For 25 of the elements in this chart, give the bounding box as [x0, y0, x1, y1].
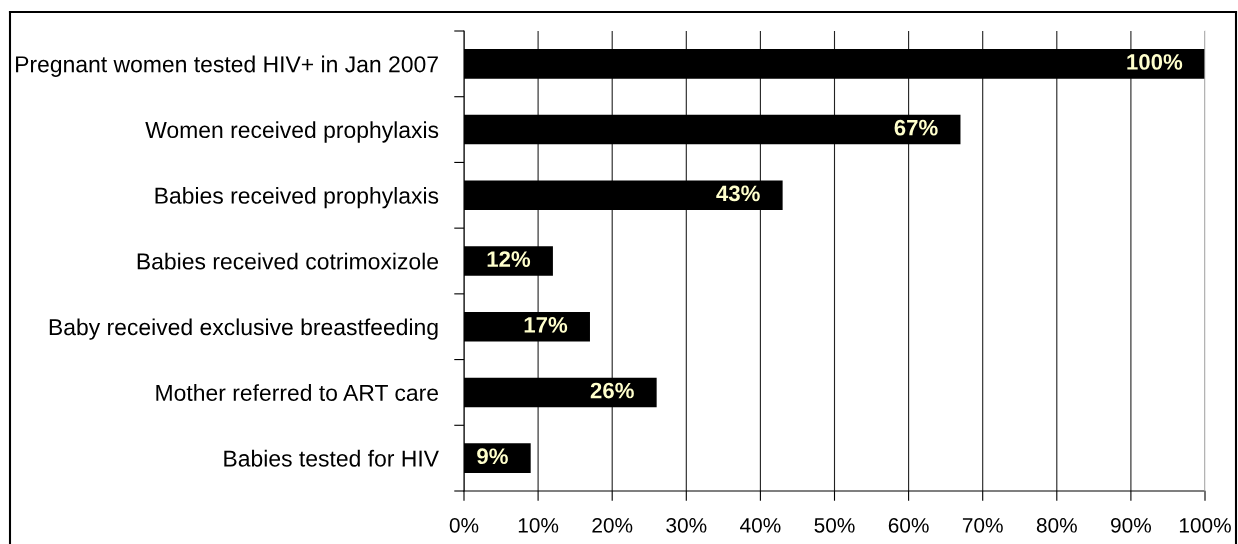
y-tick-label: Pregnant women tested HIV+ in Jan 2007: [16, 55, 438, 77]
x-tick-label: 80%: [1036, 517, 1077, 533]
data-label: 12%: [487, 251, 531, 267]
x-tick-label: 0%: [449, 517, 479, 533]
y-tick-label: Babies received prophylaxis: [155, 186, 439, 209]
y-tick-label: Mother referred to ART care: [156, 384, 438, 401]
x-tick-label: 10%: [518, 517, 559, 533]
x-tick-label: 100%: [1179, 517, 1231, 533]
y-tick-label: Baby received exclusive breastfeeding: [49, 318, 438, 340]
data-label: 17%: [524, 317, 568, 333]
data-label: 9%: [477, 448, 508, 465]
x-tick-label: 20%: [592, 517, 633, 533]
x-tick-label: 30%: [666, 517, 707, 533]
data-label: 67%: [894, 119, 938, 136]
data-label: 100%: [1127, 54, 1183, 70]
x-tick-label: 60%: [888, 517, 929, 533]
y-tick-label: Babies received cotrimoxizole: [137, 252, 438, 270]
x-tick-label: 50%: [814, 517, 855, 533]
y-tick-label: Women received prophylaxis: [145, 121, 439, 143]
y-tick-label: Babies tested for HIV: [224, 449, 439, 467]
data-label: 26%: [590, 382, 634, 399]
data-label: 43%: [716, 185, 760, 202]
x-tick-label: 70%: [962, 517, 1003, 533]
x-tick-label: 90%: [1111, 517, 1152, 533]
x-tick-label: 40%: [740, 517, 781, 533]
